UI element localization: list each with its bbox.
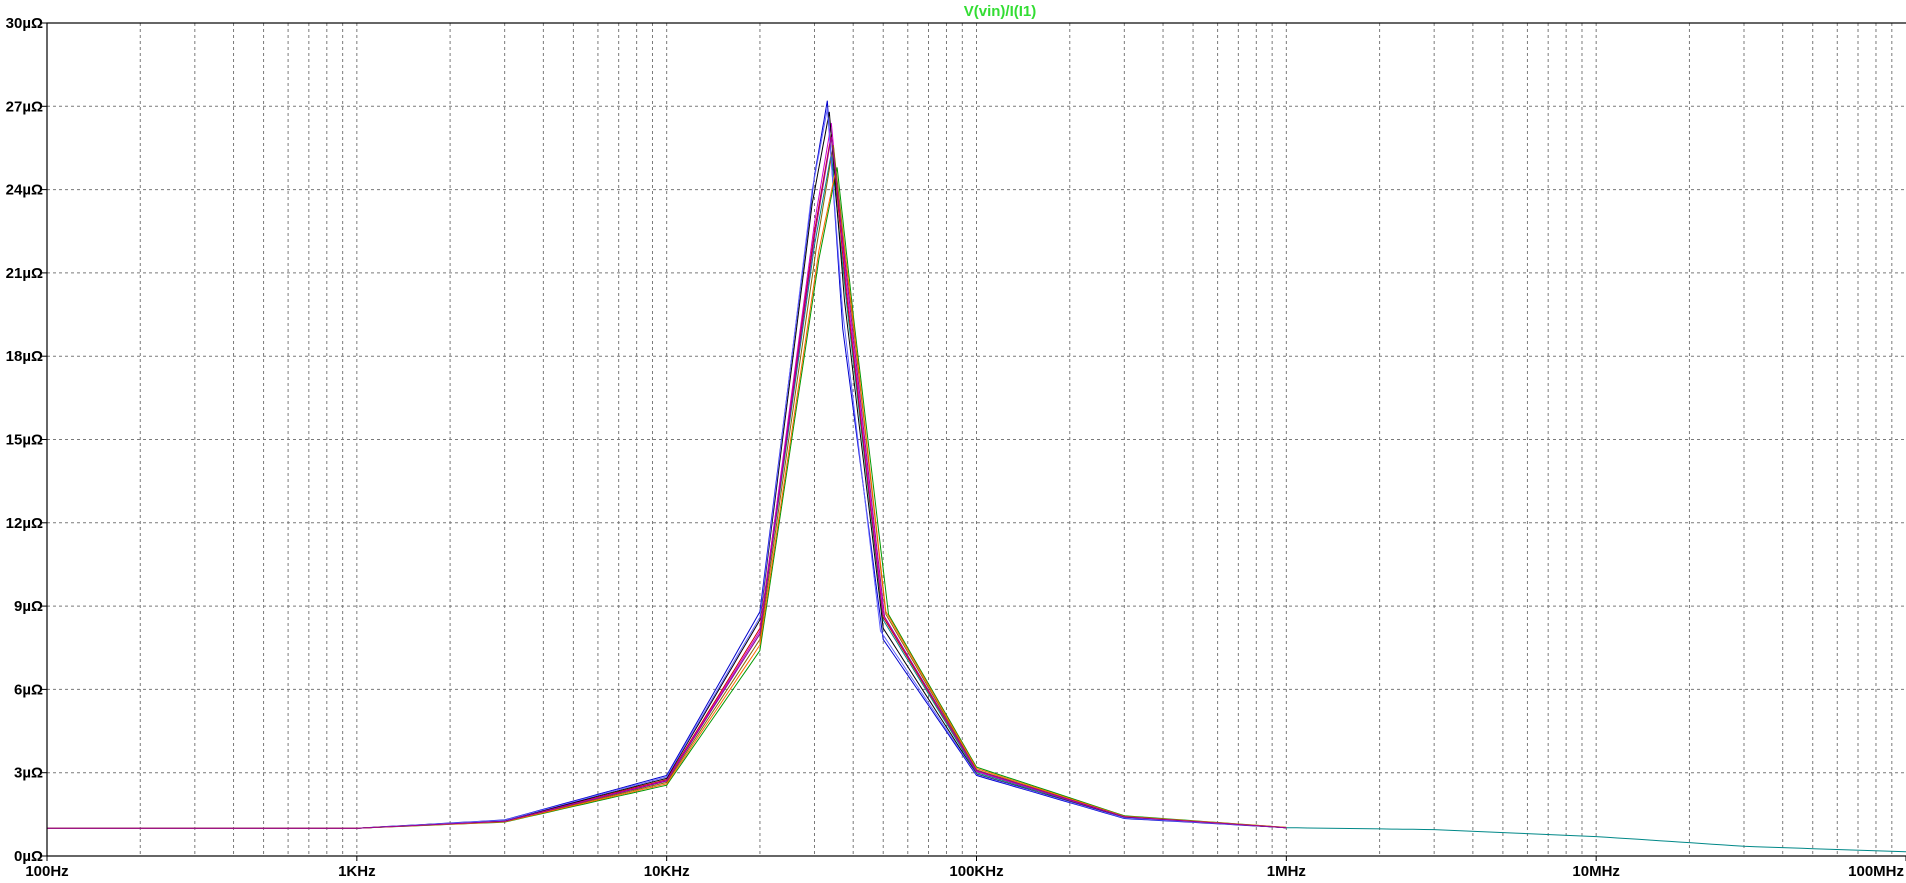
y-tick-label: 0µΩ: [14, 848, 43, 865]
x-tick-label: 10KHz: [644, 863, 690, 880]
x-tick-label: 1KHz: [338, 863, 376, 880]
series-line-7: [47, 109, 1287, 829]
y-tick-label: 18µΩ: [6, 348, 43, 365]
grid: [47, 23, 1906, 856]
y-axis: 0µΩ 3µΩ 6µΩ 9µΩ 12µΩ 15µΩ 18µΩ 21µΩ 24µΩ 27µΩ 30µΩ: [6, 15, 47, 865]
x-tick-label: 1MHz: [1267, 863, 1306, 880]
series-group: [47, 100, 1906, 853]
y-tick-label: 9µΩ: [14, 598, 43, 615]
x-tick-label: 10MHz: [1572, 863, 1620, 880]
y-tick-label: 12µΩ: [6, 515, 43, 532]
chart-title: V(vin)/I(I1): [964, 3, 1037, 20]
y-tick-label: 30µΩ: [6, 15, 43, 32]
y-tick-label: 3µΩ: [14, 765, 43, 782]
x-tick-label: 100MHz: [1848, 863, 1904, 880]
x-axis: 100Hz 1KHz 10KHz 100KHz 1MHz 10MHz 100MHz: [25, 856, 1906, 880]
x-tick-label: 100Hz: [25, 863, 68, 880]
y-tick-label: 6µΩ: [14, 681, 43, 698]
y-tick-label: 21µΩ: [6, 265, 43, 282]
series-line-9: [47, 136, 1287, 829]
y-tick-label: 27µΩ: [6, 98, 43, 115]
y-tick-label: 15µΩ: [6, 432, 43, 449]
y-tick-label: 24µΩ: [6, 182, 43, 199]
x-tick-label: 100KHz: [949, 863, 1003, 880]
